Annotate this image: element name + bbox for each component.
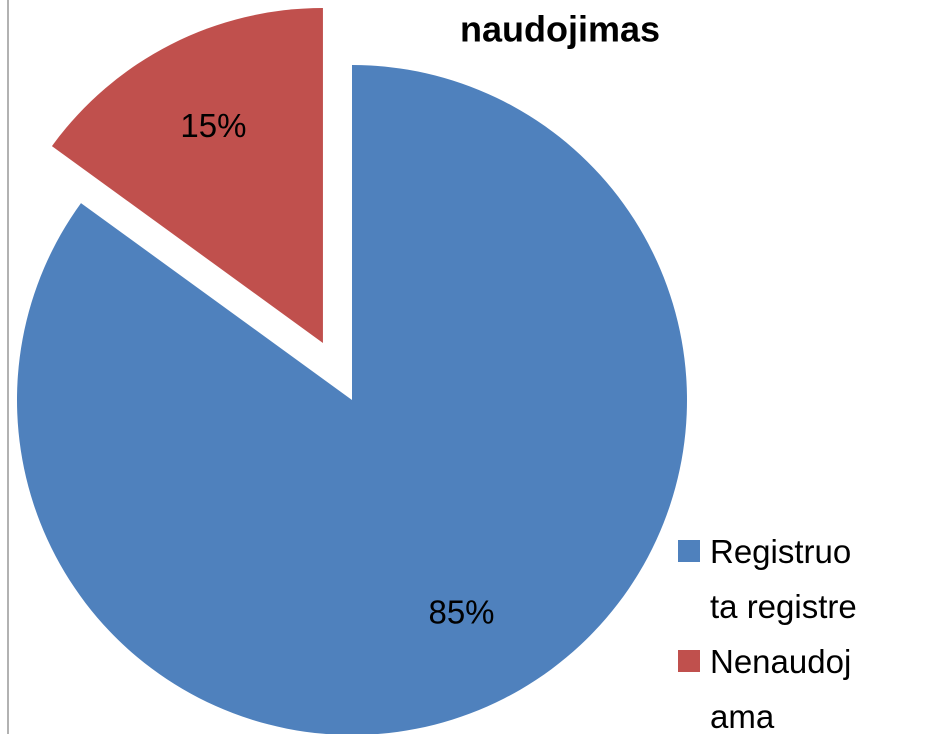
legend-swatch [678,540,700,562]
legend-swatch [678,650,700,672]
legend-entry: Registruota registre [710,533,857,625]
legend-entry: Nenaudojama [710,643,852,734]
legend-label: Nenaudojama [710,643,852,734]
chart-title: naudojimas [460,9,660,50]
data-label: 85% [428,594,494,631]
pie-slice [51,7,323,343]
legend-label: Registruota registre [710,533,857,625]
data-label: 15% [180,107,246,144]
pie-slice [17,65,687,734]
